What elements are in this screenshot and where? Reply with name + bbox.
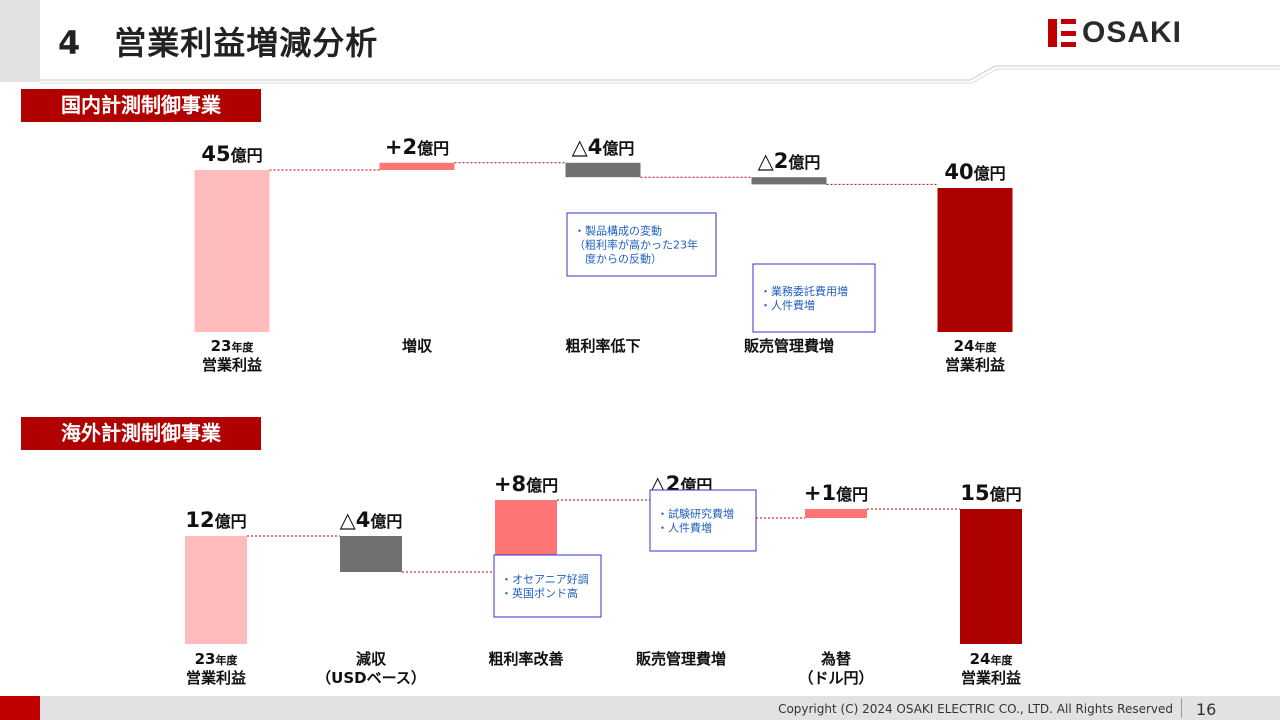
footer-divider	[1181, 698, 1182, 718]
value-label-4: △2億円	[758, 149, 821, 173]
value-label-1: 45億円	[201, 142, 262, 166]
category-label-1: 営業利益	[186, 669, 246, 687]
section-tag-overseas: 海外計測制御事業	[21, 417, 261, 450]
category-label-4: 販売管理費増	[636, 650, 726, 668]
note-text: （粗利率が高かった23年	[574, 238, 698, 252]
page-number: 16	[1196, 700, 1217, 719]
note-text: ・オセアニア好調	[501, 572, 589, 586]
copyright-text: Copyright (C) 2024 OSAKI ELECTRIC CO., L…	[778, 702, 1173, 716]
header-rule	[40, 65, 1280, 81]
value-label-1: 12億円	[185, 508, 246, 532]
category-label-4: 販売管理費増	[744, 337, 834, 355]
bar-2	[379, 162, 455, 170]
footer-accent	[0, 696, 40, 720]
category-label-1: 営業利益	[202, 356, 262, 374]
logo-text: OSAKI	[1082, 16, 1183, 49]
value-label-3: △4億円	[572, 135, 635, 159]
section-tag-domestic: 国内計測制御事業	[21, 89, 261, 122]
category-label-5: 24年度	[954, 337, 998, 355]
note-text: ・試験研究費増	[657, 507, 734, 521]
category-label-6: 24年度	[970, 650, 1014, 668]
category-label-2: 減収	[356, 650, 387, 668]
bar-1	[185, 536, 247, 644]
value-label-5: +1億円	[804, 481, 868, 505]
note-text: ・業務委託費用増	[760, 284, 848, 298]
note-box	[493, 554, 602, 618]
header-rule-2	[40, 68, 1280, 84]
note-text: 度からの反動）	[574, 252, 662, 266]
category-label-2: （USDベース）	[316, 669, 426, 687]
category-label-5: 為替	[820, 650, 852, 668]
category-label-3: 粗利率改善	[488, 650, 563, 668]
note-text: ・製品構成の変動	[574, 224, 662, 238]
note-box	[649, 489, 757, 552]
value-label-2: +2億円	[385, 135, 449, 159]
bar-1	[194, 170, 270, 332]
note-box	[566, 212, 717, 277]
bar-5	[937, 188, 1013, 332]
category-label-1: 23年度	[211, 337, 255, 355]
category-label-2: 増収	[402, 337, 433, 355]
bar-5	[805, 509, 867, 518]
value-label-6: 15億円	[960, 481, 1021, 505]
bar-3	[565, 162, 641, 178]
category-label-5: 営業利益	[945, 356, 1005, 374]
note-box	[752, 263, 876, 333]
bar-2	[340, 536, 402, 572]
value-label-5: 40億円	[944, 160, 1005, 184]
value-label-2: △4億円	[340, 508, 403, 532]
category-label-1: 23年度	[195, 650, 239, 668]
note-text: ・英国ポンド高	[501, 586, 578, 600]
bar-4	[751, 177, 827, 185]
logo-mark-icon	[1048, 19, 1076, 47]
osaki-logo: OSAKI	[1048, 16, 1183, 49]
footer-bar	[40, 696, 1280, 720]
note-text: ・人件費増	[760, 298, 815, 312]
header-accent	[0, 0, 40, 82]
value-label-3: +8億円	[494, 472, 558, 496]
category-label-5: （ドル円）	[798, 669, 873, 687]
chart-1: 45億円23年度営業利益+2億円増収△4億円粗利率低下△2億円販売管理費増40億…	[194, 135, 1013, 374]
bar-6	[960, 509, 1022, 644]
chart-2: 12億円23年度営業利益△4億円減収（USDベース）+8億円粗利率改善△2億円販…	[185, 472, 1022, 687]
page-title: 4 営業利益増減分析	[58, 24, 379, 62]
category-label-6: 営業利益	[961, 669, 1021, 687]
category-label-3: 粗利率低下	[565, 337, 640, 355]
note-text: ・人件費増	[657, 521, 712, 535]
